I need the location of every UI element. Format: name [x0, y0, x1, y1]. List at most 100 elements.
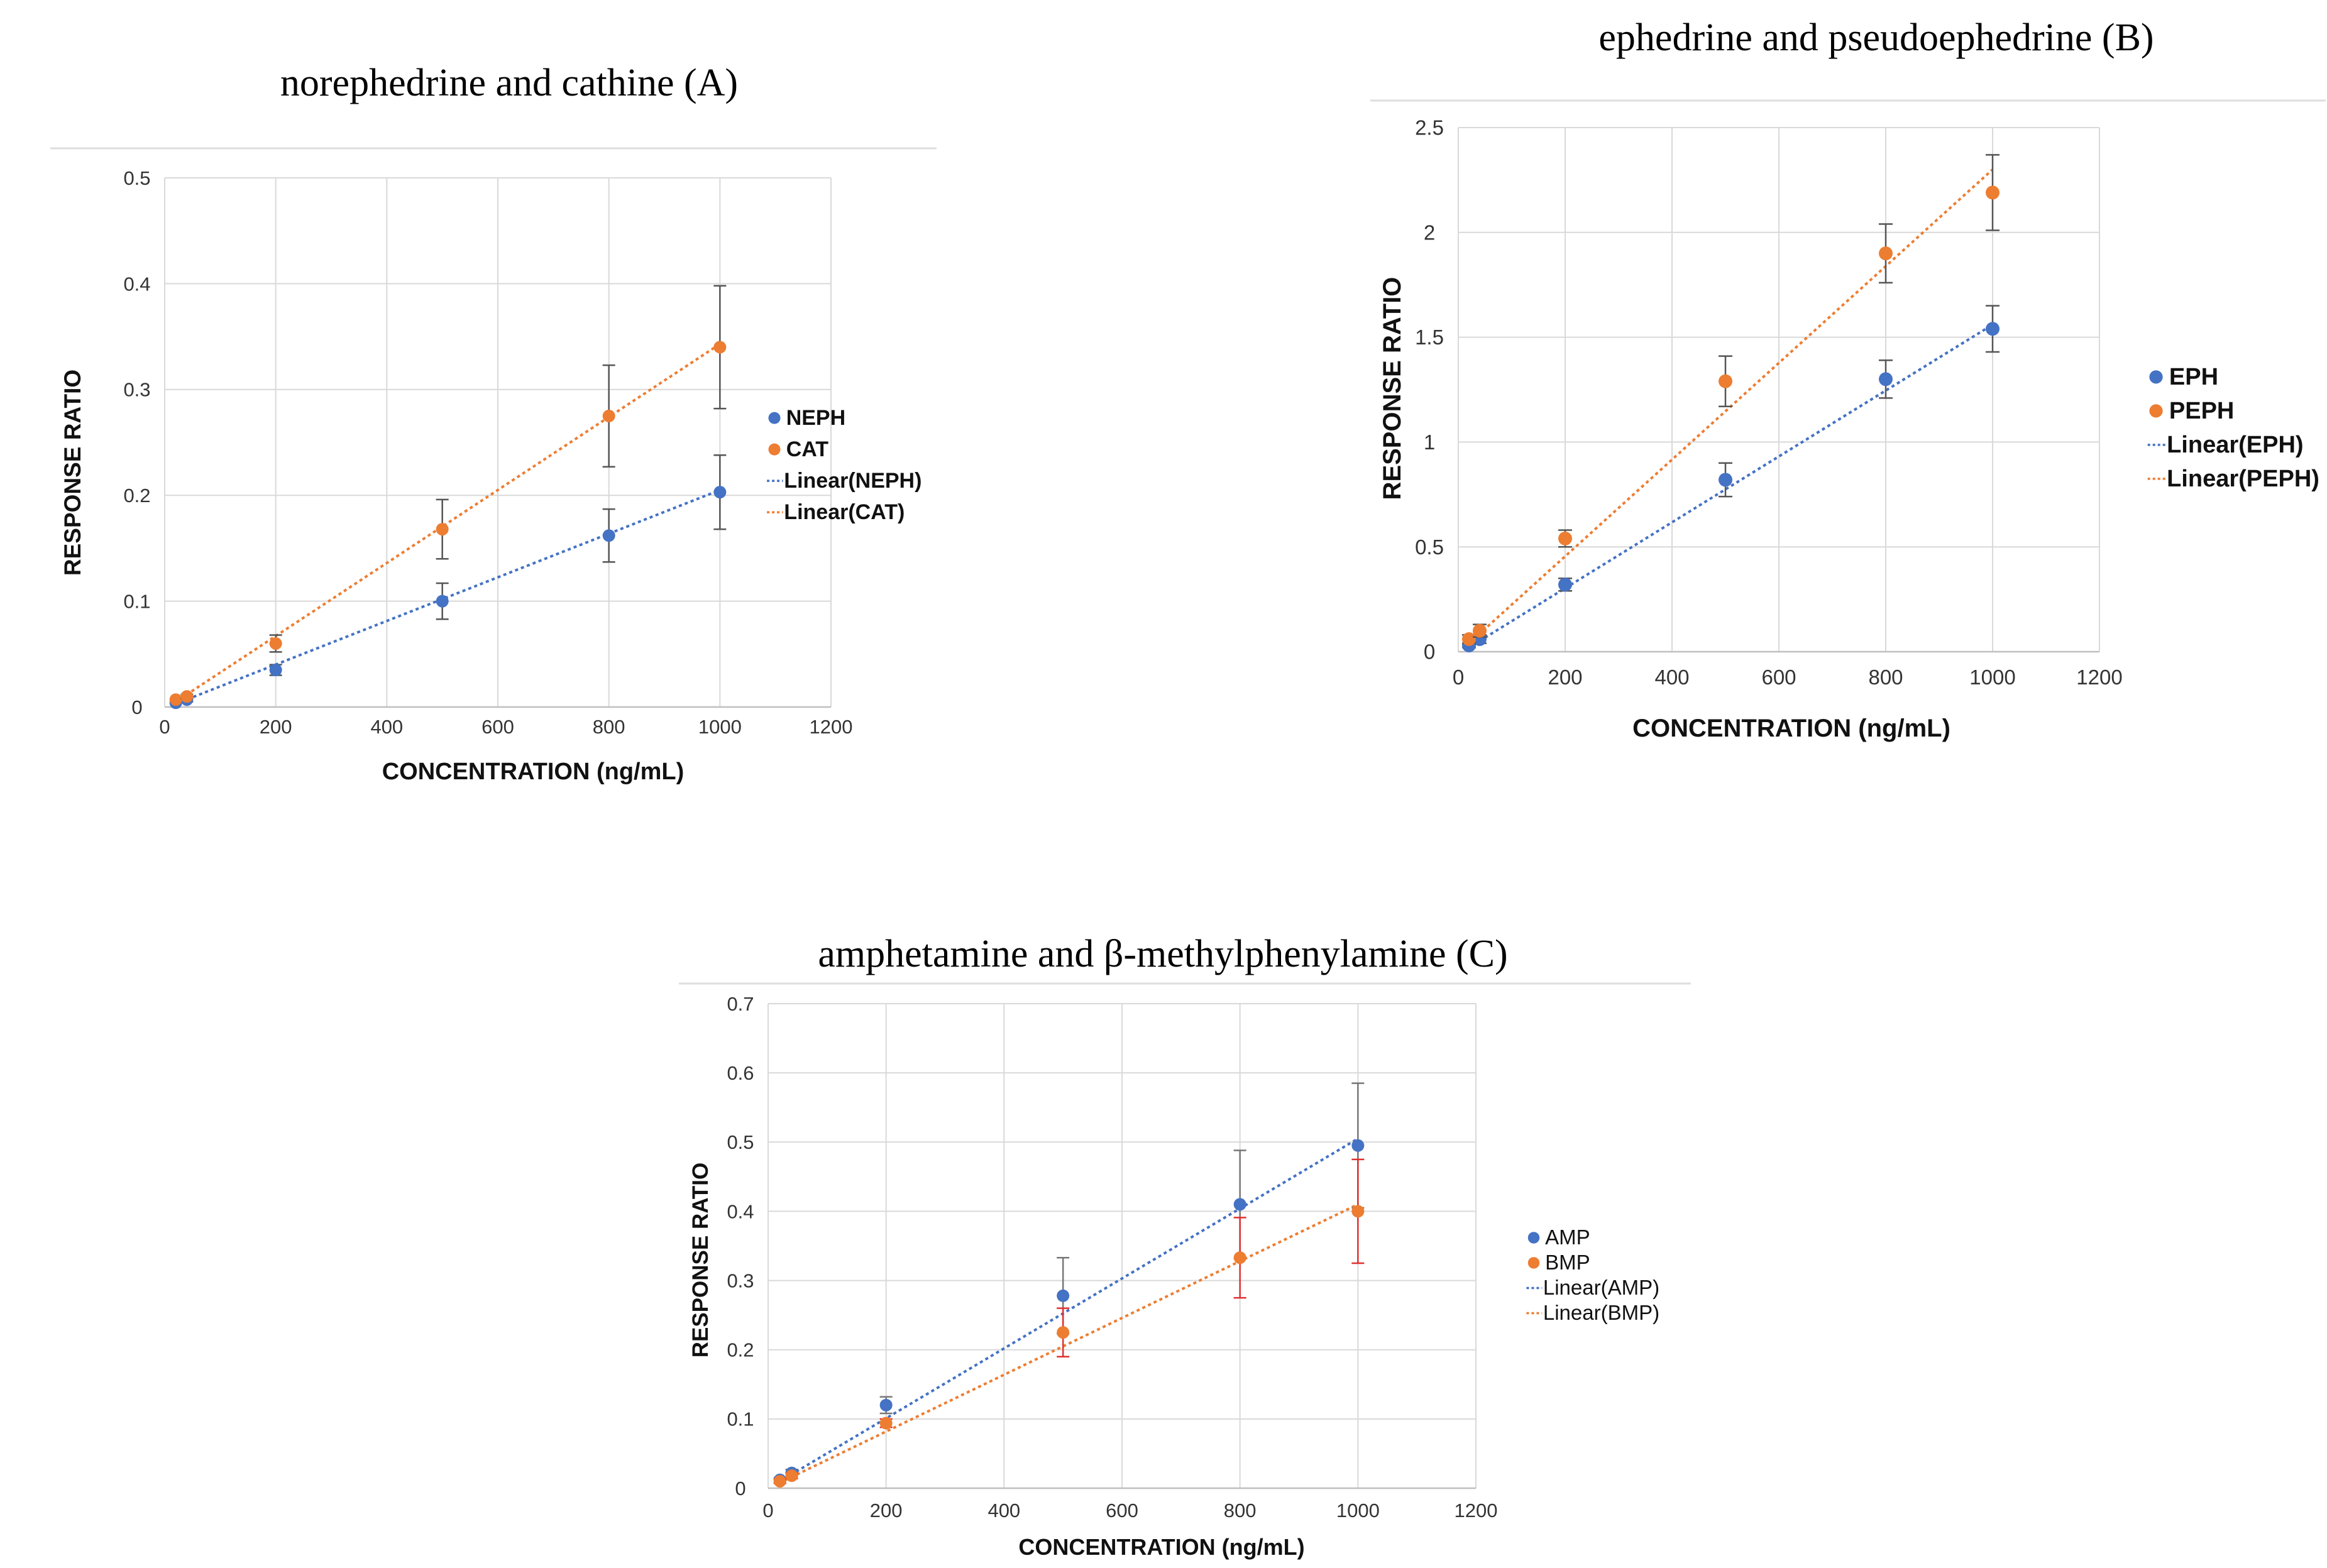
data-point-cat [436, 523, 449, 536]
data-point-bmp [773, 1474, 786, 1488]
y-axis-label: RESPONSE RATIO [688, 1163, 713, 1358]
chart-title: amphetamine and β-methylphenylamine (C) [818, 933, 1507, 975]
data-point-peph [1462, 632, 1476, 646]
data-point-cat [602, 409, 615, 422]
x-tick-label: 1200 [810, 716, 853, 738]
data-point-peph [1986, 185, 2000, 200]
trendline-eph [1468, 323, 1994, 649]
legend-marker-eph [2149, 370, 2163, 384]
data-point-cat [180, 690, 194, 703]
y-tick-label: 0.3 [123, 379, 150, 401]
chart-title: ephedrine and pseudoephedrine (B) [1598, 16, 2154, 59]
legend: NEPH CAT Linear(NEPH) Linear(CAT) [767, 406, 921, 524]
x-axis-label: CONCENTRATION (ng/mL) [1632, 715, 1950, 742]
data-point-eph [1558, 578, 1572, 592]
y-tick-label: 0.1 [123, 590, 150, 612]
data-point-neph [713, 486, 727, 499]
plot-area: 0 200 400 600 800 1000 1200 0 0.1 0.2 0.3 0.4 0.5 [123, 167, 852, 738]
x-tick-label: 800 [1868, 666, 1903, 689]
chart-panel-c: amphetamine and β-methylphenylamine (C) … [679, 933, 1691, 1560]
data-point-peph [1473, 623, 1487, 638]
x-tick-label: 600 [481, 716, 514, 738]
y-tick-label: 0.7 [727, 993, 754, 1015]
trendline-bmp [779, 1203, 1359, 1484]
x-axis-label: CONCENTRATION (ng/mL) [382, 759, 685, 785]
data-point-eph [1986, 322, 2000, 336]
legend-marker-neph [768, 412, 781, 424]
data-point-amp [879, 1398, 893, 1412]
legend-marker-bmp [1527, 1257, 1540, 1269]
chart-panel-b: ephedrine and pseudoephedrine (B) 0 200 40… [1370, 16, 2326, 742]
data-point-eph [1879, 372, 1893, 387]
data-point-bmp [1351, 1205, 1365, 1218]
data-point-bmp [879, 1417, 893, 1430]
legend-label-trendline: Linear(EPH) [2167, 432, 2303, 458]
plot-area: 0 200 400 600 800 1000 1200 0 0.1 0.2 0.3 0.4 0.5 0.6… [727, 993, 1497, 1521]
y-axis-label: RESPONSE RATIO [60, 370, 85, 576]
y-tick-label: 0.4 [123, 273, 150, 295]
legend-marker-amp [1527, 1232, 1540, 1244]
data-point-amp [1057, 1289, 1070, 1302]
x-tick-label: 600 [1761, 666, 1796, 689]
y-tick-label: 0 [1424, 640, 1435, 664]
data-point-neph [436, 595, 449, 608]
x-tick-label: 200 [260, 716, 292, 738]
y-tick-label: 1.5 [1415, 326, 1444, 349]
y-tick-label: 0.5 [1415, 535, 1444, 559]
x-tick-label: 1000 [1969, 666, 2015, 689]
legend-label-trendline: Linear(PEPH) [2167, 466, 2319, 492]
x-tick-label: 200 [870, 1499, 903, 1521]
x-tick-label: 1000 [1336, 1499, 1380, 1521]
chart-panel-a: norephedrine and cathine (A) 0 200 400 600 8… [50, 62, 937, 785]
y-tick-label: 0 [131, 696, 142, 718]
legend-label-eph: EPH [2169, 364, 2218, 390]
y-tick-label: 1 [1424, 430, 1435, 454]
data-point-cat [169, 693, 182, 706]
x-axis-label: CONCENTRATION (ng/mL) [1018, 1534, 1304, 1560]
legend-label-trendline: Linear(AMP) [1543, 1276, 1659, 1299]
x-tick-label: 200 [1548, 666, 1582, 689]
chart-title: norephedrine and cathine (A) [280, 62, 738, 104]
legend-label-trendline: Linear(CAT) [784, 500, 905, 524]
y-tick-label: 0.6 [727, 1062, 754, 1084]
x-tick-label: 0 [762, 1499, 773, 1521]
legend-label-trendline: Linear(BMP) [1543, 1301, 1659, 1324]
trendline-cat [175, 343, 721, 703]
y-tick-label: 0.2 [123, 485, 150, 507]
data-point-bmp [785, 1469, 798, 1483]
x-tick-label: 800 [1224, 1499, 1257, 1521]
legend-label-cat: CAT [786, 437, 829, 461]
x-tick-label: 0 [159, 716, 170, 738]
y-tick-label: 0.1 [727, 1408, 754, 1430]
y-tick-label: 0.4 [727, 1200, 754, 1222]
data-point-peph [1558, 531, 1572, 546]
y-tick-label: 0.5 [727, 1131, 754, 1153]
data-point-cat [269, 637, 282, 650]
y-tick-label: 0.2 [727, 1339, 754, 1361]
y-tick-label: 2 [1424, 221, 1435, 244]
y-tick-label: 0.5 [123, 167, 150, 189]
x-tick-label: 800 [593, 716, 625, 738]
y-tick-label: 0 [735, 1478, 745, 1499]
legend-label-peph: PEPH [2169, 398, 2234, 424]
legend-label-neph: NEPH [786, 406, 845, 430]
plot-area: 0 200 400 600 800 1000 1200 0 0.5 1 1.5 2 2.5 [1415, 116, 2123, 689]
x-tick-label: 0 [1453, 666, 1464, 689]
data-point-bmp [1233, 1251, 1246, 1264]
x-tick-label: 400 [987, 1499, 1020, 1521]
data-point-amp [1233, 1198, 1246, 1211]
y-tick-label: 0.3 [727, 1269, 754, 1291]
x-tick-label: 400 [1654, 666, 1689, 689]
x-tick-label: 1200 [1455, 1499, 1498, 1521]
legend-label-trendline: Linear(NEPH) [784, 469, 921, 493]
x-tick-label: 400 [370, 716, 403, 738]
trendline-amp [779, 1138, 1359, 1483]
x-tick-label: 600 [1106, 1499, 1138, 1521]
legend: EPH PEPH Linear(EPH) Linear(PEPH) [2147, 364, 2319, 492]
x-tick-label: 1000 [698, 716, 742, 738]
y-tick-label: 2.5 [1415, 116, 1444, 140]
data-point-eph [1719, 473, 1732, 487]
data-point-cat [713, 341, 727, 354]
